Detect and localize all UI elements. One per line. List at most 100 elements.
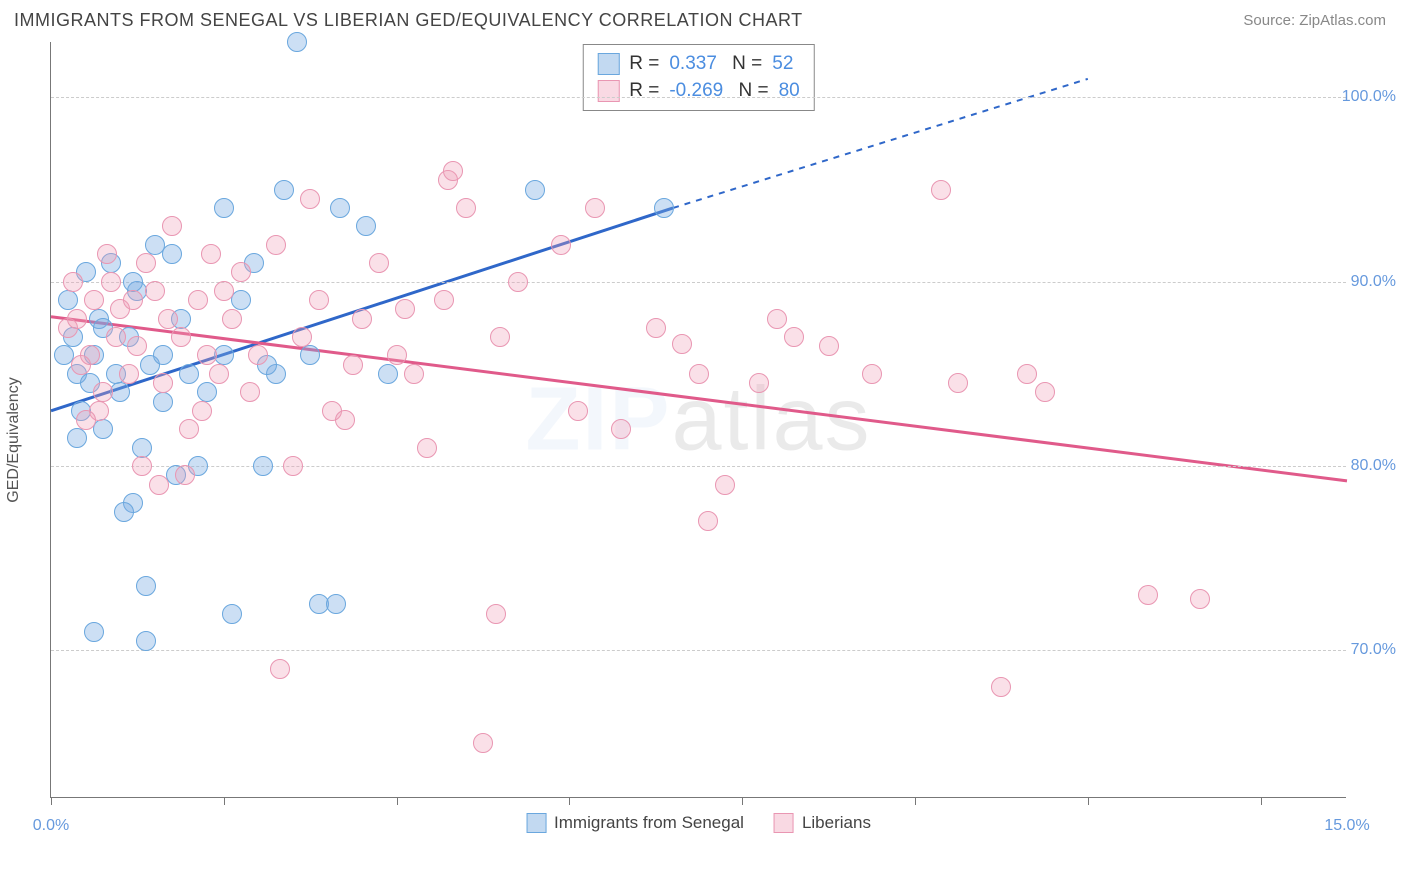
scatter-point-pink (1035, 382, 1055, 402)
scatter-point-pink (715, 475, 735, 495)
scatter-point-pink (292, 327, 312, 347)
legend-top-row: R =0.337 N =52 (597, 51, 800, 78)
x-tick-label-left: 0.0% (33, 817, 69, 835)
scatter-point-blue (153, 392, 173, 412)
scatter-point-blue (231, 290, 251, 310)
legend-series-label: Immigrants from Senegal (554, 813, 744, 833)
scatter-point-pink (171, 327, 191, 347)
scatter-point-pink (749, 373, 769, 393)
scatter-point-blue (326, 594, 346, 614)
scatter-point-pink (611, 419, 631, 439)
scatter-point-pink (395, 299, 415, 319)
legend-series-label: Liberians (802, 813, 871, 833)
legend-swatch-pink (774, 813, 794, 833)
plot-area: ZIPatlas R =0.337 N =52R =-0.269 N =80 I… (50, 42, 1346, 798)
scatter-point-pink (646, 318, 666, 338)
scatter-point-pink (248, 345, 268, 365)
scatter-point-pink (123, 290, 143, 310)
x-tick (742, 797, 743, 805)
scatter-point-pink (352, 309, 372, 329)
scatter-point-pink (991, 677, 1011, 697)
scatter-point-pink (434, 290, 454, 310)
legend-series: Immigrants from Senegal Liberians (526, 813, 871, 833)
legend-swatch-blue (597, 53, 619, 75)
scatter-point-pink (490, 327, 510, 347)
scatter-point-pink (266, 235, 286, 255)
scatter-point-pink (1190, 589, 1210, 609)
scatter-point-pink (214, 281, 234, 301)
scatter-point-pink (222, 309, 242, 329)
scatter-point-pink (231, 262, 251, 282)
legend-top-row: R =-0.269 N =80 (597, 78, 800, 105)
scatter-point-pink (106, 327, 126, 347)
legend-swatch-pink (597, 80, 619, 102)
source-link[interactable]: ZipAtlas.com (1299, 12, 1386, 29)
legend-n-value: 80 (779, 78, 800, 105)
x-tick (224, 797, 225, 805)
legend-r-label: R = (629, 51, 659, 78)
x-tick (915, 797, 916, 805)
scatter-point-pink (127, 336, 147, 356)
scatter-point-blue (214, 198, 234, 218)
scatter-point-blue (654, 198, 674, 218)
chart-title: IMMIGRANTS FROM SENEGAL VS LIBERIAN GED/… (14, 10, 803, 31)
scatter-point-blue (162, 244, 182, 264)
legend-bottom-item: Liberians (774, 813, 871, 833)
y-tick-label: 90.0% (1351, 273, 1396, 291)
scatter-point-pink (300, 189, 320, 209)
legend-n-label: N = (727, 51, 762, 78)
scatter-point-pink (343, 355, 363, 375)
source-attribution: Source: ZipAtlas.com (1243, 12, 1386, 29)
scatter-point-pink (369, 253, 389, 273)
scatter-point-pink (784, 327, 804, 347)
scatter-point-blue (123, 272, 143, 292)
scatter-point-pink (76, 410, 96, 430)
gridline-h (51, 650, 1346, 651)
scatter-point-pink (819, 336, 839, 356)
x-tick (397, 797, 398, 805)
y-tick-label: 100.0% (1342, 88, 1396, 106)
legend-r-value: -0.269 (669, 78, 723, 105)
scatter-point-blue (300, 345, 320, 365)
scatter-point-pink (387, 345, 407, 365)
scatter-point-pink (162, 216, 182, 236)
legend-correlation-box: R =0.337 N =52R =-0.269 N =80 (582, 44, 815, 111)
scatter-point-pink (93, 382, 113, 402)
scatter-point-blue (525, 180, 545, 200)
scatter-point-pink (158, 309, 178, 329)
y-tick-label: 80.0% (1351, 457, 1396, 475)
scatter-point-pink (585, 198, 605, 218)
legend-swatch-blue (526, 813, 546, 833)
legend-r-value: 0.337 (669, 51, 717, 78)
x-tick (569, 797, 570, 805)
chart-header: IMMIGRANTS FROM SENEGAL VS LIBERIAN GED/… (0, 0, 1406, 37)
scatter-point-pink (456, 198, 476, 218)
scatter-point-pink (948, 373, 968, 393)
scatter-point-pink (119, 364, 139, 384)
scatter-point-pink (97, 244, 117, 264)
gridline-h (51, 466, 1346, 467)
y-axis-label: GED/Equivalency (5, 377, 23, 502)
scatter-point-blue (378, 364, 398, 384)
y-tick-label: 70.0% (1351, 641, 1396, 659)
scatter-point-pink (149, 475, 169, 495)
scatter-point-pink (568, 401, 588, 421)
legend-bottom-item: Immigrants from Senegal (526, 813, 744, 833)
scatter-point-pink (270, 659, 290, 679)
scatter-point-pink (132, 456, 152, 476)
scatter-point-pink (931, 180, 951, 200)
scatter-point-blue (274, 180, 294, 200)
regression-lines-layer (51, 42, 1346, 797)
scatter-point-pink (209, 364, 229, 384)
scatter-point-blue (132, 438, 152, 458)
scatter-point-pink (84, 290, 104, 310)
scatter-point-blue (153, 345, 173, 365)
scatter-point-blue (110, 382, 130, 402)
x-tick (1261, 797, 1262, 805)
gridline-h (51, 97, 1346, 98)
scatter-point-pink (486, 604, 506, 624)
scatter-point-pink (1017, 364, 1037, 384)
scatter-point-blue (67, 428, 87, 448)
scatter-point-pink (283, 456, 303, 476)
scatter-point-pink (862, 364, 882, 384)
